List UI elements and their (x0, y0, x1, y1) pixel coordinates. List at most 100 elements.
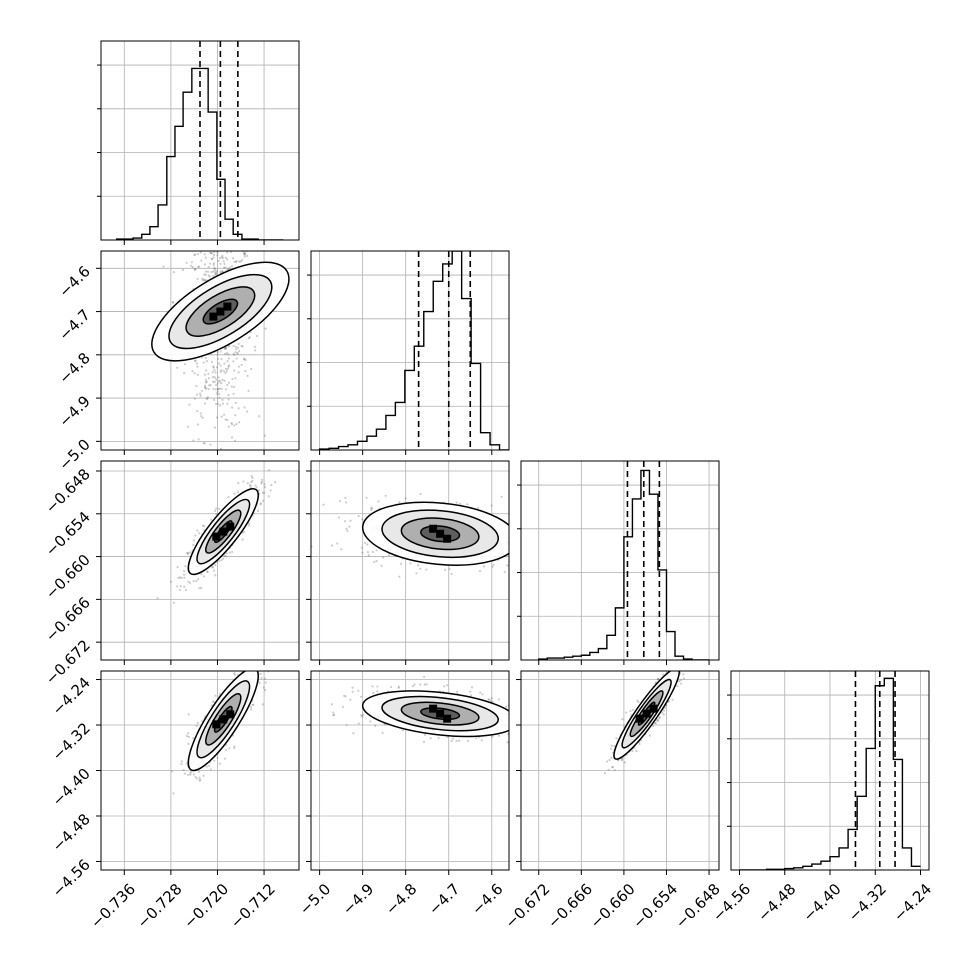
sample-point (176, 366, 179, 369)
sample-point (213, 426, 216, 429)
sample-point (249, 706, 253, 709)
sample-point (216, 254, 219, 257)
sample-point (211, 566, 215, 569)
sample-point (203, 384, 207, 387)
sample-point (330, 544, 334, 547)
sample-point (621, 718, 624, 721)
sample-point (260, 482, 263, 485)
scatter-content-1 (101, 461, 299, 660)
sample-point (210, 360, 214, 363)
sample-point (246, 374, 249, 378)
sample-point (196, 373, 199, 376)
sample-point (226, 258, 229, 261)
sample-point (223, 266, 226, 269)
sample-point (182, 769, 185, 772)
sample-point (230, 264, 234, 268)
sample-point (226, 402, 229, 405)
sample-point (183, 585, 186, 588)
sample-point (212, 700, 216, 704)
sample-point (667, 700, 671, 703)
sample-point (213, 269, 216, 272)
sample-point (515, 544, 517, 546)
sample-point (217, 393, 221, 396)
sample-point (243, 252, 247, 256)
sample-point (344, 695, 347, 698)
sample-point (261, 491, 264, 494)
sample-point (332, 711, 335, 714)
sample-point (243, 358, 246, 361)
sample-point (214, 563, 217, 567)
sample-point (237, 342, 240, 345)
sample-point (180, 762, 183, 766)
sample-point (679, 682, 683, 685)
sample-point (492, 563, 495, 566)
sample-point (381, 731, 384, 734)
sample-point (218, 507, 221, 510)
sample-point (223, 262, 226, 265)
sample-point (380, 564, 383, 567)
sample-point (357, 689, 360, 692)
sample-point (239, 260, 242, 263)
sample-point (437, 737, 440, 740)
density-core-cell (212, 532, 221, 541)
sample-point (196, 409, 199, 413)
sample-point (357, 722, 360, 725)
sample-point (191, 370, 194, 373)
hist-0-bars (116, 67, 284, 240)
sample-point (398, 501, 401, 504)
sample-point (527, 717, 529, 719)
sample-point (370, 508, 373, 512)
sample-point (203, 263, 206, 266)
sample-point (211, 565, 214, 568)
density-core-cell (642, 709, 651, 718)
sample-point (541, 547, 543, 549)
sample-point (202, 575, 205, 578)
sample-point (489, 699, 493, 703)
sample-point (360, 546, 363, 549)
sample-point (411, 685, 414, 688)
sample-point (254, 349, 257, 352)
sample-point (653, 721, 657, 725)
sample-point (204, 378, 208, 381)
sample-point (213, 267, 217, 270)
sample-point (655, 719, 659, 722)
sample-point (341, 705, 344, 709)
sample-point (235, 357, 238, 360)
sample-point (201, 524, 205, 527)
sample-point (525, 537, 527, 539)
sample-point (204, 386, 207, 389)
sample-point (610, 756, 613, 759)
sample-point (199, 392, 202, 395)
x-tick-label-param-2: −0.672 (502, 880, 554, 932)
sample-point (615, 737, 618, 740)
sample-point (219, 262, 222, 265)
sample-point (216, 390, 219, 393)
sample-point (263, 486, 267, 489)
hist-2-frame (520, 460, 720, 661)
sample-point (230, 436, 234, 439)
sample-point (511, 724, 513, 726)
sample-point (217, 402, 220, 406)
sample-point (526, 546, 528, 548)
sample-point (685, 650, 687, 652)
sample-point (483, 565, 486, 568)
sample-point (345, 527, 348, 530)
sample-point (419, 492, 422, 496)
sample-point (247, 667, 249, 669)
sample-point (227, 495, 230, 499)
sample-point (511, 538, 513, 540)
sample-point (226, 383, 229, 387)
sample-point (610, 744, 613, 747)
sample-point (264, 327, 267, 330)
sample-point (237, 371, 240, 374)
sample-point (613, 745, 616, 748)
sample-point (206, 396, 210, 399)
sample-point (361, 518, 364, 521)
sample-point (245, 254, 249, 257)
sample-point (221, 246, 223, 248)
sample-point (401, 729, 404, 732)
sample-point (186, 425, 190, 428)
sample-point (179, 576, 182, 579)
sample-point (366, 543, 369, 546)
